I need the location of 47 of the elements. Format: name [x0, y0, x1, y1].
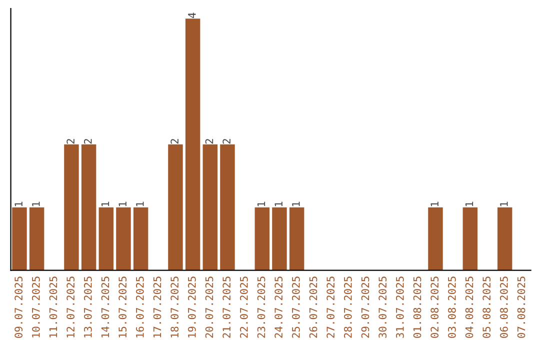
x-tick-label: 27.07.2025 — [326, 276, 335, 338]
data-label: 1 — [118, 202, 126, 206]
x-tick-label: 19.07.2025 — [188, 276, 196, 338]
x-tick-label: 12.07.2025 — [66, 276, 75, 338]
x-tick-label: 07.08.2025 — [517, 276, 526, 338]
x-tick-label: 18.07.2025 — [170, 276, 179, 338]
x-tick-label: 06.08.2025 — [500, 276, 508, 338]
x-tick-label: 23.07.2025 — [257, 276, 266, 338]
data-label: 1 — [465, 202, 474, 206]
x-tick-label: 24.07.2025 — [274, 276, 283, 338]
x-tick-label: 31.07.2025 — [396, 276, 404, 338]
data-label: 2 — [66, 139, 74, 144]
x-tick-label: 30.07.2025 — [378, 276, 387, 338]
x-tick-label: 17.07.2025 — [153, 276, 162, 338]
x-tick-label: 14.07.2025 — [101, 276, 110, 338]
data-label: 1 — [500, 202, 508, 206]
x-tick-label: 04.08.2025 — [465, 276, 474, 338]
x-tick-label: 10.07.2025 — [32, 276, 40, 338]
x-tick-label: 03.08.2025 — [448, 276, 456, 338]
x-tick-label: 21.07.2025 — [222, 276, 231, 338]
x-tick-label: 22.07.2025 — [240, 276, 248, 338]
x-tick-label: 29.07.2025 — [361, 276, 370, 338]
data-label: 2 — [84, 139, 92, 144]
data-label: 1 — [292, 202, 300, 206]
x-tick-label: 15.07.2025 — [118, 276, 127, 338]
data-label: 4 — [188, 12, 196, 18]
data-label: 2 — [170, 139, 178, 144]
x-tick-label: 09.07.2025 — [14, 276, 23, 338]
data-label: 1 — [257, 202, 266, 206]
x-tick-label: 01.08.2025 — [413, 276, 422, 338]
data-label: 2 — [205, 139, 214, 144]
x-tick-label: 20.07.2025 — [205, 276, 214, 338]
x-tick-label: 11.07.2025 — [49, 276, 58, 338]
x-tick-label: 28.07.2025 — [344, 276, 352, 338]
data-label: 1 — [101, 202, 110, 206]
x-tick-label: 16.07.2025 — [136, 276, 144, 338]
data-label: 1 — [14, 202, 22, 206]
x-tick-label: 13.07.2025 — [84, 276, 92, 338]
x-tick-label: 05.08.2025 — [482, 276, 491, 338]
data-label: 1 — [430, 202, 438, 206]
x-tick-label: 02.08.2025 — [430, 276, 439, 338]
x-tick-label: 26.07.2025 — [309, 276, 318, 338]
data-label: 1 — [32, 202, 40, 206]
data-label: 1 — [136, 202, 144, 206]
x-tick-label: 25.07.2025 — [292, 276, 300, 338]
data-label: 2 — [222, 139, 230, 144]
data-label: 1 — [274, 202, 282, 206]
